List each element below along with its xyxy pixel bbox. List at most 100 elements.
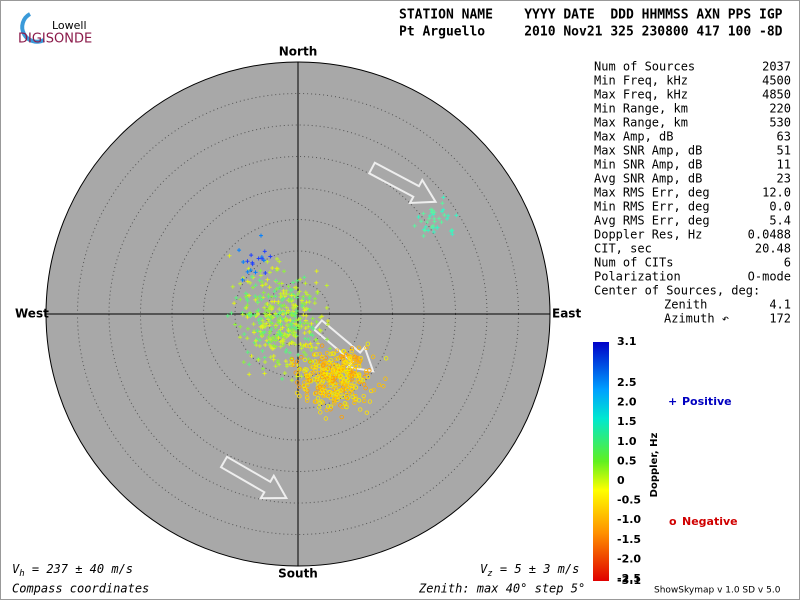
source-point <box>302 321 307 326</box>
source-point <box>245 279 250 284</box>
source-point <box>314 337 319 342</box>
source-point <box>320 378 326 384</box>
source-point <box>294 333 299 338</box>
source-point <box>328 358 334 363</box>
source-point <box>370 354 376 359</box>
source-point <box>357 407 363 412</box>
source-point <box>295 380 300 385</box>
source-point <box>325 383 330 388</box>
source-point <box>266 335 271 340</box>
stat-value: O-mode <box>748 270 791 284</box>
source-point <box>308 378 314 384</box>
source-point <box>251 322 256 327</box>
source-point <box>432 216 437 221</box>
source-point <box>368 388 374 394</box>
source-point <box>258 321 263 326</box>
source-point <box>300 304 305 309</box>
stat-value: 12.0 <box>762 186 791 200</box>
source-point <box>259 297 264 302</box>
source-point <box>274 266 279 271</box>
source-point <box>270 266 275 271</box>
source-point <box>255 328 260 333</box>
source-point <box>367 399 373 404</box>
source-point <box>347 367 353 373</box>
source-point <box>324 407 330 413</box>
source-point <box>287 350 292 355</box>
source-point <box>265 313 270 318</box>
source-point <box>315 385 320 391</box>
source-point <box>271 357 276 362</box>
source-point <box>352 367 358 373</box>
source-point <box>268 355 273 360</box>
source-point <box>288 288 293 293</box>
source-point <box>284 334 289 339</box>
source-point <box>238 281 243 286</box>
source-point <box>298 355 304 360</box>
stat-label: Max SNR Amp, dB <box>594 144 702 158</box>
source-point <box>305 395 310 400</box>
source-point <box>333 382 338 387</box>
source-point <box>288 356 293 361</box>
source-point <box>291 362 297 368</box>
center-value: 4.1 <box>769 298 791 312</box>
source-point <box>421 211 426 216</box>
source-point <box>350 359 356 364</box>
stat-value: 220 <box>769 102 791 116</box>
source-point <box>331 362 336 368</box>
vz: Vz = 5 ± 3 m/s <box>480 562 579 579</box>
source-point <box>305 321 310 326</box>
source-point <box>454 213 459 218</box>
source-point <box>315 341 320 346</box>
source-point <box>250 285 255 290</box>
source-point <box>266 294 271 299</box>
source-point <box>256 308 261 313</box>
source-point <box>419 219 424 224</box>
logo-swoosh <box>20 12 45 44</box>
source-point <box>284 305 289 310</box>
source-point <box>260 348 265 353</box>
source-point <box>269 326 274 331</box>
source-point <box>294 285 299 290</box>
source-point <box>283 359 288 364</box>
source-point <box>381 384 386 389</box>
source-point <box>306 324 311 329</box>
colorbar-tick-label: -3.1 <box>617 574 641 587</box>
stat-value: 11 <box>777 158 791 172</box>
source-point <box>331 399 337 404</box>
stat-value: 63 <box>777 130 791 144</box>
source-point <box>267 331 272 336</box>
source-point <box>349 346 355 351</box>
center-value: 172 <box>769 312 791 326</box>
source-point <box>290 331 295 336</box>
source-point <box>320 390 326 395</box>
source-point <box>250 260 255 265</box>
colorbar-tick-label: -2.5 <box>617 572 641 585</box>
source-point <box>345 379 350 384</box>
source-point <box>325 366 331 371</box>
logo-bottom: DIGISONDE <box>18 32 92 47</box>
source-point <box>309 348 314 353</box>
source-point <box>278 344 283 349</box>
source-point <box>293 325 298 330</box>
source-point <box>430 208 435 213</box>
source-point <box>304 367 309 372</box>
source-point <box>311 326 316 331</box>
source-point <box>338 391 343 396</box>
source-point <box>241 260 246 265</box>
source-point <box>277 311 282 316</box>
source-point <box>441 207 446 212</box>
source-point <box>295 291 300 296</box>
source-point <box>240 312 245 317</box>
source-point <box>328 404 334 409</box>
source-point <box>299 374 304 379</box>
source-point <box>249 354 254 359</box>
source-point <box>360 378 366 383</box>
source-point <box>294 309 299 314</box>
source-point <box>351 353 356 358</box>
source-point <box>245 269 250 274</box>
drift-arrow <box>367 161 438 205</box>
source-point <box>273 294 278 299</box>
source-point <box>288 322 293 327</box>
colorbar <box>593 342 609 581</box>
source-point <box>317 405 322 410</box>
